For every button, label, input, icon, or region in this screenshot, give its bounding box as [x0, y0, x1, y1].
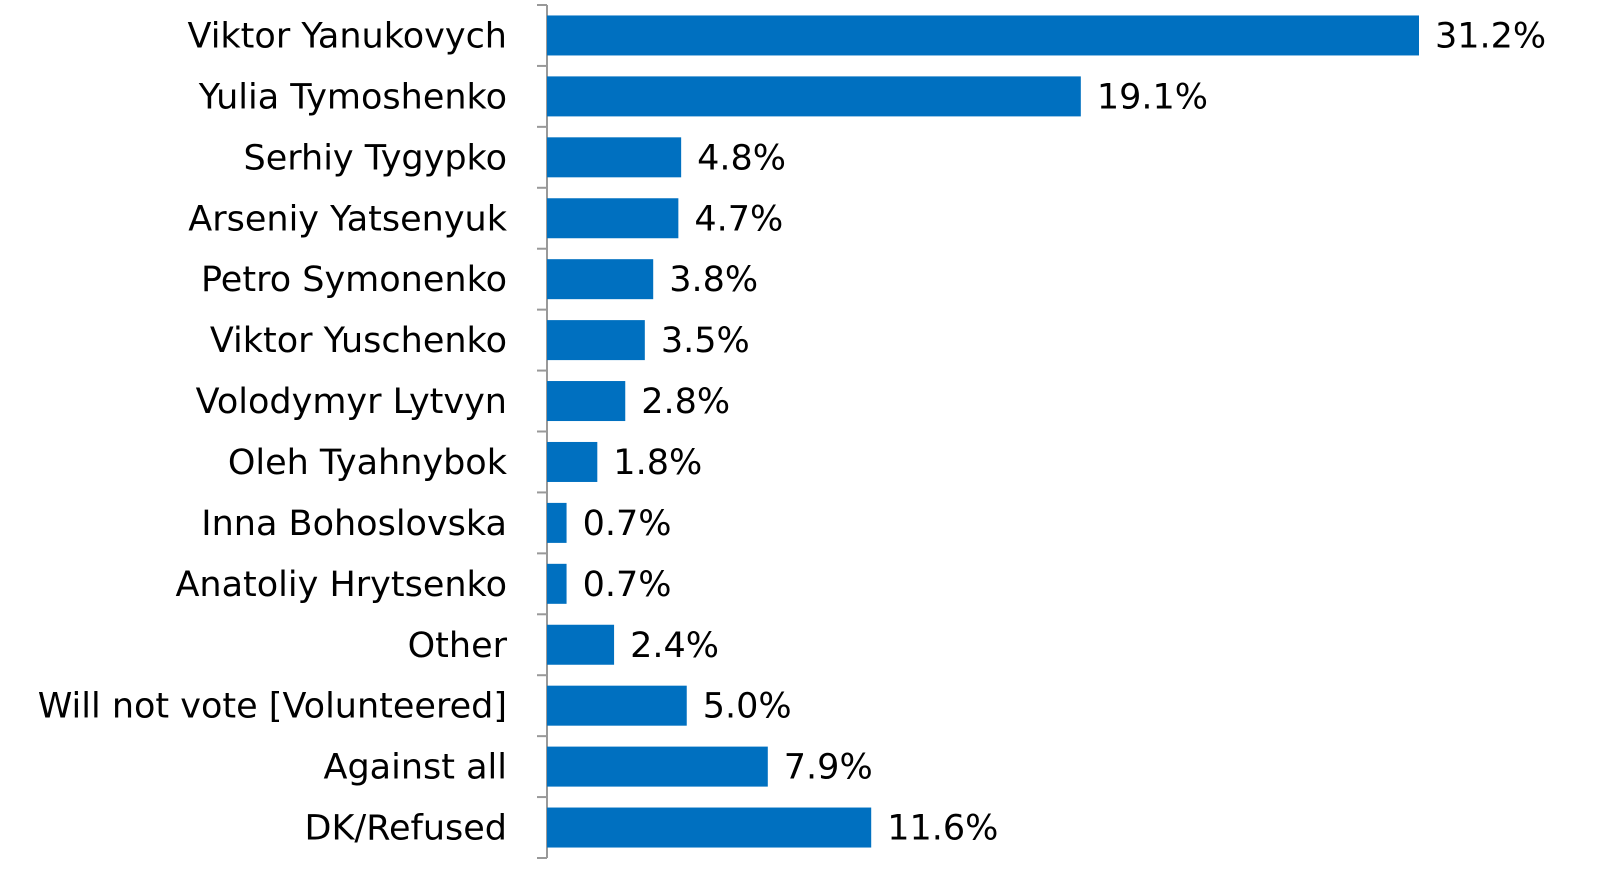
bar [547, 807, 872, 848]
bar [547, 259, 654, 300]
value-label: 4.7% [694, 199, 783, 239]
bar [547, 746, 768, 787]
bar [547, 441, 598, 482]
value-label: 0.7% [583, 565, 672, 605]
y-tick-label: Viktor Yuschenko [210, 321, 507, 361]
y-tick-label: Anatoliy Hrytsenko [175, 565, 507, 605]
y-tick-label: Will not vote [Volunteered] [38, 687, 507, 727]
bar [547, 685, 687, 726]
value-label: 3.5% [661, 321, 750, 361]
bar [547, 320, 645, 361]
y-tick-label: Serhiy Tygypko [244, 138, 508, 178]
bar [547, 563, 567, 604]
y-tick-label: Petro Symonenko [201, 260, 507, 300]
value-label: 7.9% [784, 748, 873, 788]
y-tick-label: Yulia Tymoshenko [198, 77, 507, 117]
value-label: 2.8% [641, 382, 730, 422]
y-tick-label: Volodymyr Lytvyn [196, 382, 507, 422]
y-tick-label: Other [408, 626, 508, 666]
y-tick-label: Against all [324, 748, 508, 788]
bar [547, 15, 1419, 56]
value-label: 19.1% [1097, 77, 1208, 117]
value-label: 5.0% [703, 687, 792, 727]
value-label: 0.7% [583, 504, 672, 544]
y-tick-label: DK/Refused [305, 809, 507, 849]
y-tick-label: Inna Bohoslovska [201, 504, 507, 544]
value-label: 31.2% [1435, 16, 1546, 56]
y-tick-label: Oleh Tyahnybok [228, 443, 508, 483]
value-label: 2.4% [630, 626, 719, 666]
bar [547, 76, 1081, 117]
bar [547, 502, 567, 543]
y-tick-label: Viktor Yanukovych [188, 16, 507, 56]
value-label: 3.8% [669, 260, 758, 300]
bar [547, 624, 615, 665]
y-tick-label: Arseniy Yatsenyuk [188, 199, 507, 239]
value-label: 11.6% [887, 809, 998, 849]
value-label: 4.8% [697, 138, 786, 178]
bar [547, 137, 682, 178]
bar [547, 381, 626, 422]
bar [547, 198, 679, 239]
value-label: 1.8% [613, 443, 702, 483]
